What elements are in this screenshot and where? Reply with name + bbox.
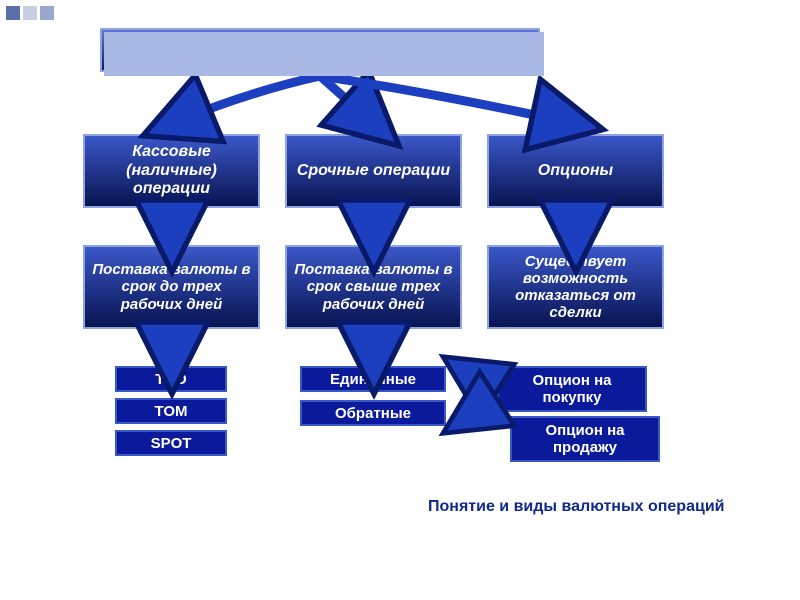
diagram-container: Виды валютных операций Кассовые (наличны… [0,0,800,600]
category-box-options: Опционы [487,134,664,208]
sub-label: TOD [155,371,186,388]
description-box-forward: Поставка валюты в срок свыше трех рабочи… [285,245,462,329]
sub-box-call-option: Опцион на покупку [497,366,647,412]
deco-sq-1 [6,6,20,20]
sub-label: Единичные [330,371,416,388]
category-label: Срочные операции [297,162,450,180]
sub-box-reverse: Обратные [300,400,446,426]
sub-label: Опцион на покупку [503,372,641,406]
sub-label: Опцион на продажу [516,422,654,456]
sub-box-single: Единичные [300,366,446,392]
sub-box-put-option: Опцион на продажу [510,416,660,462]
sub-box-tom: TOM [115,398,227,424]
deco-sq-2 [23,6,37,20]
sub-box-spot: SPOT [115,430,227,456]
corner-decoration [6,6,54,20]
footer-label: Понятие и виды валютных операций [428,498,724,515]
sub-box-tod: TOD [115,366,227,392]
sub-label: TOM [154,403,187,420]
category-box-forward: Срочные операции [285,134,462,208]
deco-sq-3 [40,6,54,20]
description-label: Существует возможность отказаться от сде… [495,253,656,322]
description-box-options: Существует возможность отказаться от сде… [487,245,664,329]
footer-caption: Понятие и виды валютных операций [428,498,724,516]
description-label: Поставка валюты в срок свыше трех рабочи… [293,261,454,313]
category-label: Опционы [538,162,613,180]
sub-label: Обратные [335,405,411,422]
title-shadow [104,32,544,76]
description-label: Поставка валюты в срок до трех рабочих д… [91,261,252,313]
category-box-cash: Кассовые (наличные) операции [83,134,260,208]
sub-label: SPOT [151,435,192,452]
description-box-cash: Поставка валюты в срок до трех рабочих д… [83,245,260,329]
category-label: Кассовые (наличные) операции [91,143,252,198]
